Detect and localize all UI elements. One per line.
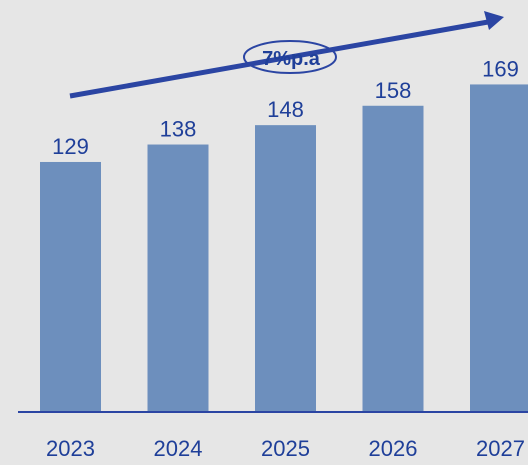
cagr-arrow-head: [484, 11, 504, 30]
bar-2023: [40, 161, 101, 412]
bar-2026: [362, 105, 424, 413]
bars-group: [40, 84, 528, 413]
cagr-ellipse: [243, 40, 337, 74]
value-label-2024: 138: [160, 117, 197, 142]
value-labels-group: 129 138 148 158 169: [52, 56, 519, 159]
x-tick-label-2025: 2025: [261, 436, 310, 461]
cagr-annotation: 7%p.a: [69, 11, 504, 99]
value-label-2025: 148: [267, 97, 304, 122]
cagr-arrow-line: [69, 19, 489, 99]
x-tick-label-2027: 2027: [476, 436, 525, 461]
value-label-2027: 169: [482, 56, 519, 81]
x-axis-ticks-group: 2023 2024 2025 2026 2027: [46, 436, 525, 461]
x-tick-label-2024: 2024: [154, 436, 203, 461]
value-label-2023: 129: [52, 134, 89, 159]
value-label-2026: 158: [375, 78, 412, 103]
bar-2025: [255, 125, 316, 413]
bar-2027: [470, 84, 528, 412]
x-tick-label-2023: 2023: [46, 436, 95, 461]
bar-2024: [147, 144, 209, 413]
x-tick-label-2026: 2026: [369, 436, 418, 461]
cagr-label: 7%p.a: [262, 48, 321, 70]
